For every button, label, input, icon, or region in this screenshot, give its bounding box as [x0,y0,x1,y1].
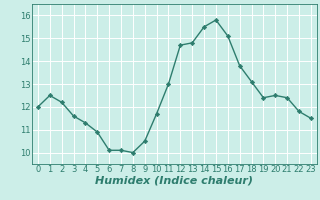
X-axis label: Humidex (Indice chaleur): Humidex (Indice chaleur) [95,176,253,186]
